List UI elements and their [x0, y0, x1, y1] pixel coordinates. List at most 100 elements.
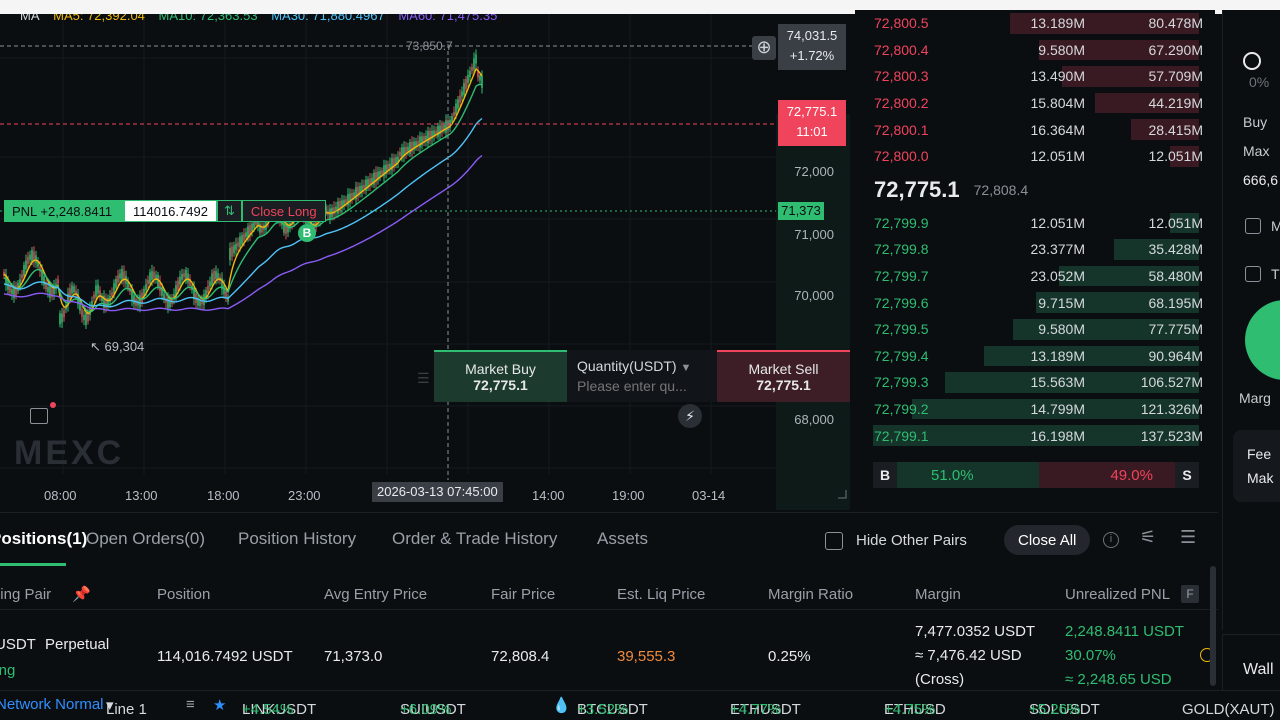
quantity-label[interactable]: Quantity(USDT) ▼ [577, 358, 707, 374]
time-axis-1300: 13:00 [125, 488, 158, 503]
candle-body [339, 201, 341, 211]
candle-body [357, 186, 359, 197]
candle-body [453, 112, 455, 116]
bid-row[interactable]: 72,799.2 14.799M 121.326M [855, 396, 1215, 423]
tab-position-history[interactable]: Position History [238, 529, 357, 548]
candle-body [355, 187, 357, 200]
sell-chip: S [1174, 462, 1199, 488]
margin-usd: ≈ 7,476.42 USD [915, 647, 1022, 664]
candle-body [223, 284, 225, 294]
star-icon[interactable]: ★ [213, 697, 227, 714]
ask-price: 72,800.4 [874, 41, 929, 58]
candle-body [287, 224, 289, 233]
ask-amount: 12.051M [1030, 148, 1085, 165]
add-alert-icon[interactable]: ⊕ [752, 36, 776, 60]
positions-scrollbar[interactable] [1210, 566, 1216, 686]
buy-label: Buy [1243, 114, 1268, 130]
notification-dot [50, 402, 56, 408]
ma30-line [3, 117, 483, 308]
info-icon[interactable]: i [1103, 532, 1119, 548]
quantity-field[interactable]: Quantity(USDT) ▼ [567, 350, 717, 402]
candle-body [107, 298, 109, 307]
pnl-mode-chip[interactable]: F [1181, 585, 1199, 603]
bid-amount: 9.580M [1038, 321, 1085, 338]
candle-body [475, 54, 477, 64]
candle-body [151, 270, 153, 280]
candle-body [123, 271, 125, 282]
time-axis-0800: 08:00 [44, 488, 77, 503]
filter-icon[interactable]: ⚟ [1140, 527, 1157, 547]
candle-body [471, 67, 473, 71]
bid-depth-bar [1058, 265, 1199, 287]
quantity-input[interactable] [577, 378, 707, 394]
screenshot-icon[interactable] [30, 408, 48, 424]
bid-row[interactable]: 72,799.8 23.377M 35.428M [855, 236, 1215, 263]
ask-row[interactable]: 72,800.4 9.580M 67.290M [855, 37, 1215, 64]
bid-row[interactable]: 72,799.9 12.051M 12.051M [855, 210, 1215, 237]
candle-body [95, 285, 97, 297]
bid-row[interactable]: 72,799.6 9.715M 68.195M [855, 289, 1215, 316]
candle-body [481, 76, 483, 88]
option-checkbox-1[interactable] [1245, 218, 1261, 234]
sell-ratio: 49.0% [1110, 466, 1153, 484]
option-checkbox-2[interactable] [1245, 266, 1261, 282]
pnl-value: PNL +2,248.8411 [4, 200, 124, 222]
pair-symbol[interactable]: BTCUSDT [0, 636, 36, 653]
ma5-value: MA5: 72,392.04 [53, 14, 145, 23]
lightning-icon[interactable]: ⚡ [678, 404, 702, 428]
drag-handle-icon[interactable]: ☰ [417, 370, 430, 386]
menu-icon[interactable]: ☰ [1180, 527, 1197, 547]
bid-row[interactable]: 72,799.3 15.563M 106.527M [855, 369, 1215, 396]
position-row[interactable]: BTCUSDT Perpetual Long 114,016.7492 USDT… [0, 610, 1218, 690]
ask-row[interactable]: 72,800.2 15.804M 44.219M [855, 90, 1215, 117]
candle-body [247, 226, 249, 239]
bid-price: 72,799.3 [874, 374, 929, 391]
candle-body [213, 271, 215, 282]
candle-body [417, 141, 419, 146]
bid-amount: 23.377M [1030, 241, 1085, 258]
tab-order-trade-history[interactable]: Order & Trade History [392, 529, 558, 548]
wallet-text: Wall [1243, 661, 1274, 678]
hide-other-pairs-label[interactable]: Hide Other Pairs [856, 532, 967, 549]
time-axis-1800: 18:00 [207, 488, 240, 503]
candle-body [221, 278, 223, 290]
candle-body [251, 223, 253, 232]
tab-assets[interactable]: Assets [597, 529, 649, 548]
close-all-button[interactable]: Close All [1004, 525, 1091, 555]
candle-body [11, 288, 13, 294]
candle-body [229, 248, 231, 260]
network-status: Network Normal [0, 696, 104, 713]
candle-body [335, 206, 337, 212]
open-long-button[interactable] [1245, 300, 1280, 380]
candle-body [169, 298, 171, 308]
quantity-unit-label: Quantity(USDT) [577, 358, 677, 374]
candle-body [111, 292, 113, 297]
candlestick-chart[interactable]: MA MA5: 72,392.04 MA10: 72,363.53 MA30: … [0, 14, 850, 510]
candle-body [93, 294, 95, 299]
close-long-button[interactable]: Close Long [241, 200, 326, 222]
bid-depth-bar [1114, 239, 1199, 260]
candle-body [249, 225, 251, 235]
candle-body [337, 201, 339, 214]
hide-other-pairs-checkbox[interactable] [825, 532, 843, 550]
bid-row[interactable]: 72,799.7 23.052M 58.480M [855, 263, 1215, 290]
pin-icon[interactable]: 📌 [72, 586, 91, 603]
market-buy-button[interactable]: Market Buy 72,775.1 [434, 350, 567, 402]
ask-price: 72,800.1 [874, 121, 929, 138]
list-icon[interactable]: ≡ [186, 696, 195, 713]
reverse-icon[interactable]: ⇅ [216, 200, 242, 222]
leverage-slider-knob[interactable] [1243, 52, 1261, 70]
candle-body [427, 131, 429, 144]
ask-row[interactable]: 72,800.1 16.364M 28.415M [855, 116, 1215, 143]
line-select[interactable]: Line 1 ▾ [106, 697, 147, 718]
bid-row[interactable]: 72,799.4 13.189M 90.964M [855, 343, 1215, 370]
market-sell-button[interactable]: Market Sell 72,775.1 [717, 350, 850, 402]
tab-positions[interactable]: Positions(1) [0, 529, 87, 549]
ask-row[interactable]: 72,800.0 12.051M 12.051M [855, 143, 1215, 170]
ask-row[interactable]: 72,800.5 13.189M 80.478M [855, 10, 1215, 37]
ask-row[interactable]: 72,800.3 13.490M 57.709M [855, 63, 1215, 90]
candle-body [347, 194, 349, 206]
bid-row[interactable]: 72,799.5 9.580M 77.775M [855, 316, 1215, 343]
bid-row[interactable]: 72,799.1 16.198M 137.523M [855, 422, 1215, 449]
tab-open-orders[interactable]: Open Orders(0) [86, 529, 206, 548]
